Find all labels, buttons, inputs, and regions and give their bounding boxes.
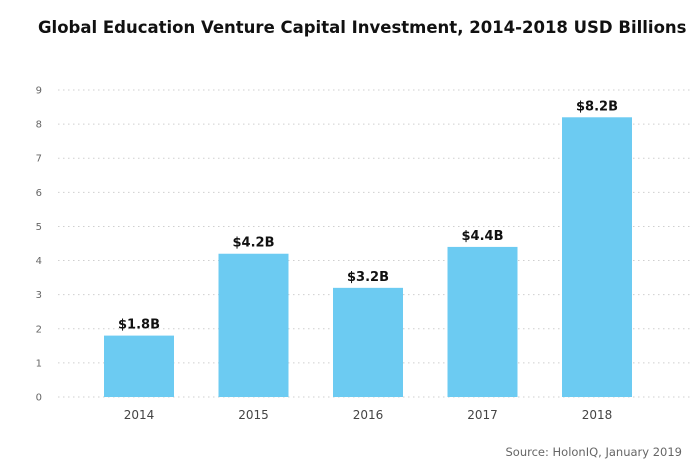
x-tick-label: 2017 [467,408,498,422]
y-tick-label: 5 [36,222,42,233]
x-tick-label: 2018 [582,408,613,422]
chart-title: Global Education Venture Capital Investm… [38,18,687,37]
y-tick-label: 6 [36,188,42,199]
y-tick-label: 4 [36,256,42,267]
x-tick-label: 2016 [353,408,384,422]
bar-2018 [562,117,632,398]
y-tick-label: 0 [36,393,42,404]
y-tick-label: 9 [36,86,42,97]
data-label: $3.2B [347,270,389,285]
source-note: Source: HolonIQ, January 2019 [505,445,682,459]
y-axis-ticks: 0 1 2 3 4 5 6 7 8 9 [36,86,42,404]
x-tick-label: 2015 [238,408,269,422]
data-label: $4.4B [462,229,504,244]
bar-2016 [333,287,403,397]
x-axis-ticks: 2014 2015 2016 2017 2018 [124,408,613,422]
y-tick-label: 3 [36,290,42,301]
x-tick-label: 2014 [124,408,155,422]
bar-2014 [104,335,174,397]
data-label: $8.2B [576,99,618,114]
y-tick-label: 8 [36,120,42,131]
bar-2015 [218,253,289,397]
y-tick-label: 7 [36,154,42,165]
data-label: $1.8B [118,318,160,333]
data-labels: $1.8B $4.2B $3.2B $4.4B $8.2B [118,99,618,332]
y-tick-label: 2 [36,324,42,335]
bars [104,117,632,398]
data-label: $4.2B [233,236,275,251]
y-tick-label: 1 [36,358,42,369]
bar-2017 [447,246,518,397]
